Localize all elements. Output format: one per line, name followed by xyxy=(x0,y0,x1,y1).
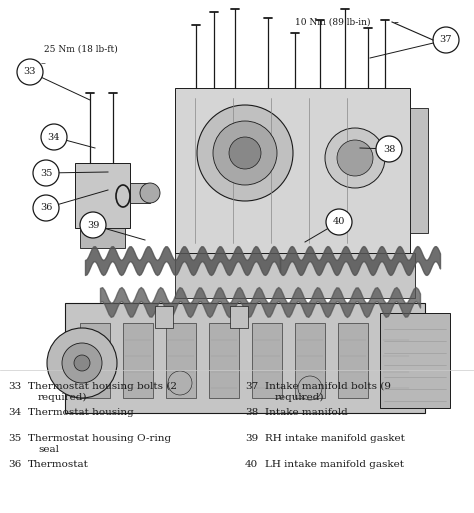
Text: 40: 40 xyxy=(245,460,258,469)
Bar xyxy=(295,323,325,398)
Text: 38: 38 xyxy=(383,145,395,153)
Text: 25 Nm (18 lb-ft): 25 Nm (18 lb-ft) xyxy=(44,45,118,54)
Circle shape xyxy=(298,376,322,400)
Bar xyxy=(130,183,150,203)
Text: Thermostat housing: Thermostat housing xyxy=(28,408,134,417)
Text: 38: 38 xyxy=(245,408,258,417)
Bar xyxy=(230,306,248,328)
Text: 36: 36 xyxy=(8,460,21,469)
Bar xyxy=(410,108,428,233)
Bar xyxy=(252,323,282,398)
Text: RH intake manifold gasket: RH intake manifold gasket xyxy=(265,434,405,443)
Text: 35: 35 xyxy=(8,434,21,443)
Text: Intake manifold: Intake manifold xyxy=(265,408,348,417)
Text: –: – xyxy=(394,17,399,27)
Text: 39: 39 xyxy=(245,434,258,443)
Text: 36: 36 xyxy=(40,204,52,212)
Text: Intake manifold bolts (9: Intake manifold bolts (9 xyxy=(265,382,391,391)
Bar xyxy=(209,323,239,398)
Text: 35: 35 xyxy=(40,168,52,177)
Text: 37: 37 xyxy=(245,382,258,391)
Circle shape xyxy=(326,209,352,235)
Text: required): required) xyxy=(38,393,88,402)
Circle shape xyxy=(47,328,117,398)
Circle shape xyxy=(140,183,160,203)
Circle shape xyxy=(433,27,459,53)
Bar xyxy=(380,313,450,408)
Bar xyxy=(75,163,130,228)
Text: Thermostat: Thermostat xyxy=(28,460,89,469)
Circle shape xyxy=(62,343,102,383)
Circle shape xyxy=(74,355,90,371)
Text: LH intake manifold gasket: LH intake manifold gasket xyxy=(265,460,404,469)
Text: 10 Nm (89 lb-in): 10 Nm (89 lb-in) xyxy=(295,17,371,27)
Text: 37: 37 xyxy=(440,35,452,45)
Circle shape xyxy=(33,195,59,221)
Text: 40: 40 xyxy=(333,218,345,227)
Text: 33: 33 xyxy=(24,68,36,76)
Bar xyxy=(175,88,410,253)
Bar xyxy=(338,323,368,398)
Text: –: – xyxy=(41,60,46,69)
Circle shape xyxy=(197,105,293,201)
Text: 39: 39 xyxy=(87,221,99,229)
Circle shape xyxy=(325,128,385,188)
Bar xyxy=(80,323,110,398)
Circle shape xyxy=(168,371,192,395)
Circle shape xyxy=(376,136,402,162)
Bar xyxy=(381,323,411,398)
Text: seal: seal xyxy=(38,445,59,454)
Bar xyxy=(175,253,415,298)
Text: 34: 34 xyxy=(8,408,21,417)
Text: Thermostat housing O-ring: Thermostat housing O-ring xyxy=(28,434,171,443)
Text: Thermostat housing bolts (2: Thermostat housing bolts (2 xyxy=(28,382,177,391)
Text: required): required) xyxy=(275,393,325,402)
Bar xyxy=(155,306,173,328)
Circle shape xyxy=(337,140,373,176)
Circle shape xyxy=(33,160,59,186)
Bar xyxy=(65,303,425,413)
Circle shape xyxy=(229,137,261,169)
Text: 34: 34 xyxy=(48,132,60,142)
Circle shape xyxy=(41,124,67,150)
Bar xyxy=(123,323,153,398)
Bar xyxy=(80,228,125,248)
Circle shape xyxy=(213,121,277,185)
Circle shape xyxy=(80,212,106,238)
Text: 33: 33 xyxy=(8,382,21,391)
Circle shape xyxy=(17,59,43,85)
Bar xyxy=(166,323,196,398)
